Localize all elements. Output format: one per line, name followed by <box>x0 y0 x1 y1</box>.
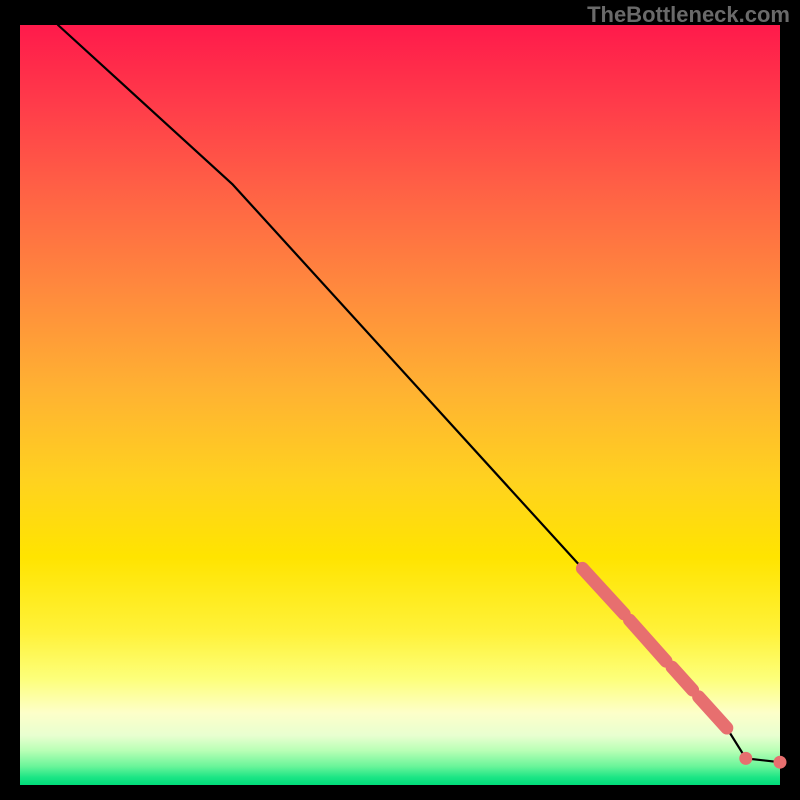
marker-dot <box>739 752 752 765</box>
chart-background <box>20 25 780 785</box>
marker-dot <box>774 756 787 769</box>
canvas: TheBottleneck.com <box>0 0 800 800</box>
chart-plot <box>20 25 780 785</box>
